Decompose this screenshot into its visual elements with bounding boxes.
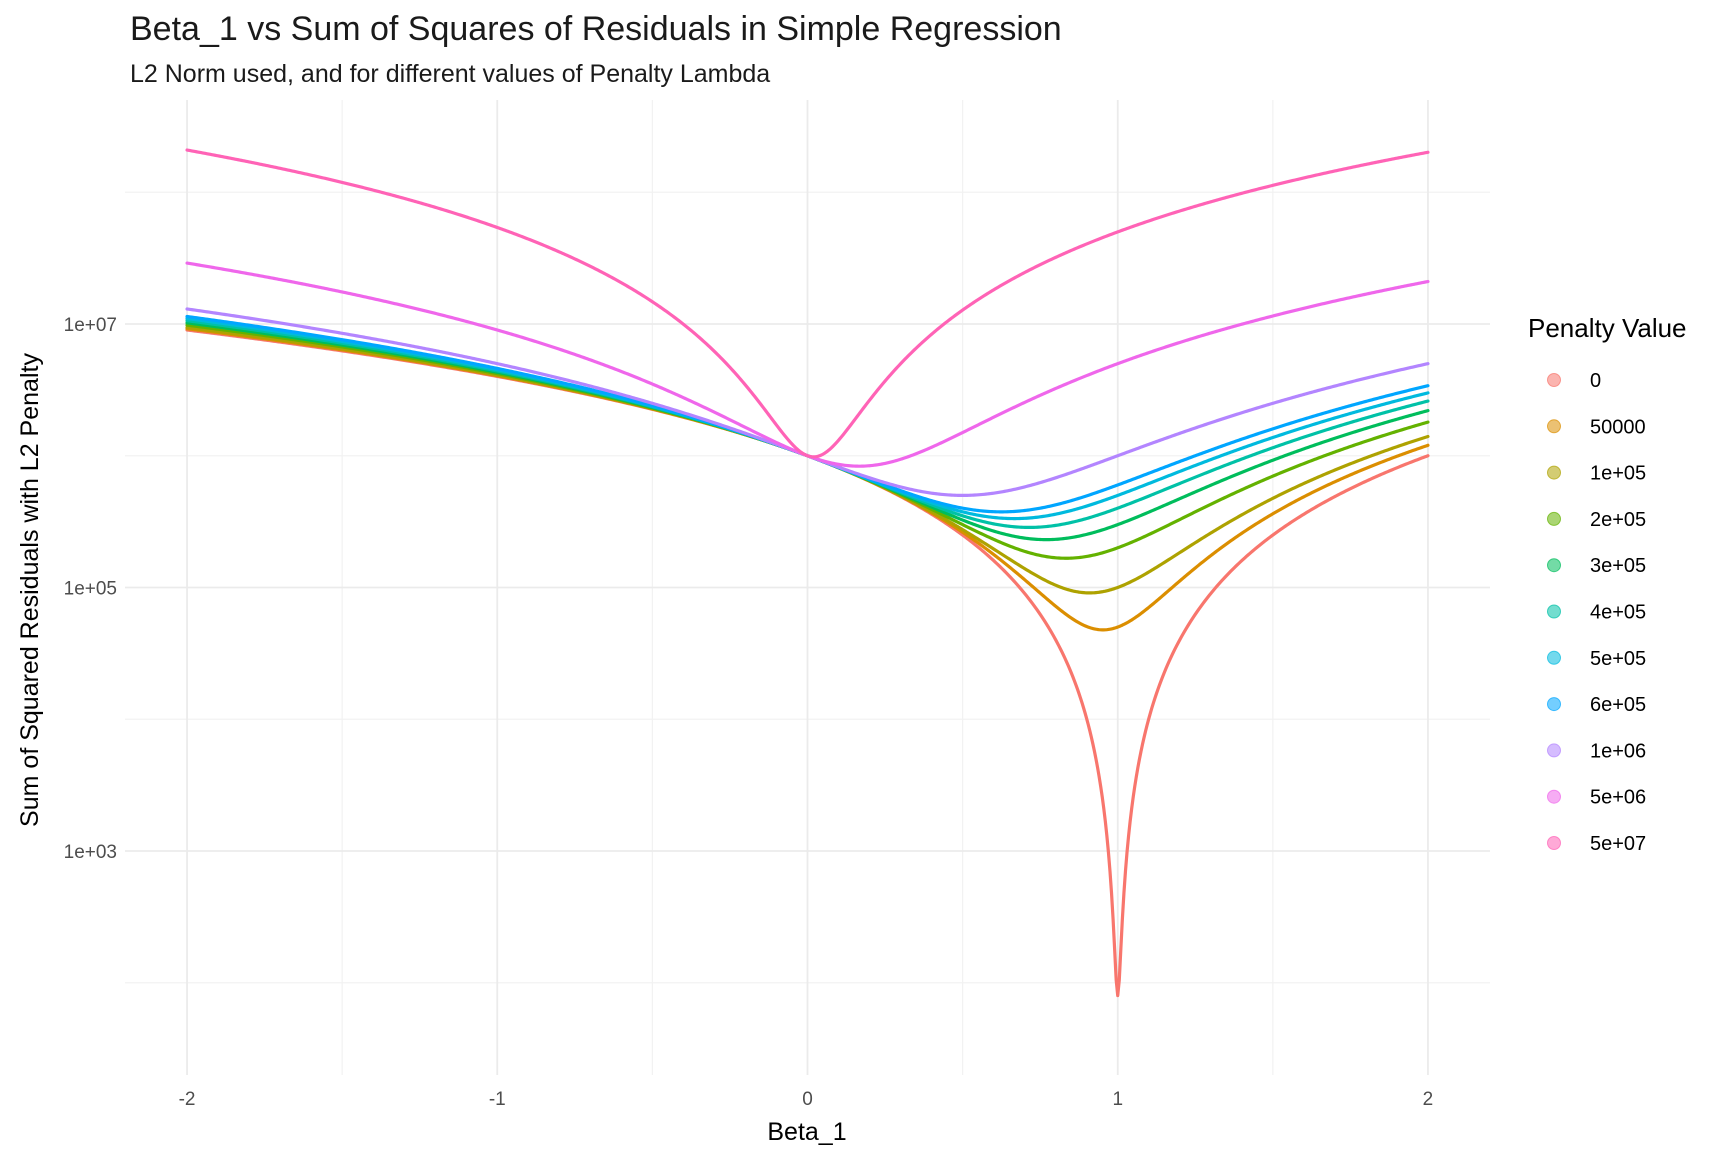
legend-title: Penalty Value (1528, 313, 1687, 343)
x-tick-label: -1 (489, 1089, 506, 1110)
legend-label: 1e+05 (1590, 463, 1646, 485)
legend-key-0 (1547, 373, 1561, 387)
legend-key-1e+06 (1547, 743, 1561, 758)
legend-label: 5e+05 (1590, 648, 1646, 670)
x-axis-label: Beta_1 (767, 1118, 846, 1146)
legend-key-2e+05 (1547, 511, 1561, 526)
x-tick-label: -2 (179, 1089, 196, 1110)
y-tick-label: 1e+03 (64, 842, 117, 863)
legend-label: 3e+05 (1590, 555, 1646, 577)
grid-major (125, 100, 1490, 1075)
y-tick-label: 1e+05 (64, 579, 117, 600)
y-axis-label: Sum of Squared Residuals with L2 Penalty (16, 353, 44, 827)
legend-label: 2e+05 (1590, 509, 1646, 531)
legend: Penalty Value 0 50000 1e+05 2e+05 3e+05 4e+05… (1528, 313, 1687, 855)
legend-key-4e+05 (1547, 604, 1561, 619)
legend-label: 6e+05 (1590, 694, 1646, 716)
x-tick-label: 1 (1112, 1089, 1123, 1110)
x-tick-labels: -2 -1 0 1 2 (179, 1089, 1434, 1110)
legend-key-6e+05 (1547, 697, 1561, 712)
legend-label: 0 (1590, 370, 1601, 392)
legend-key-5e+06 (1547, 789, 1561, 804)
legend-key-1e+05 (1547, 465, 1561, 480)
series-lines (185, 148, 1430, 998)
legend-label: 50000 (1590, 416, 1646, 438)
legend-label: 1e+06 (1590, 740, 1646, 762)
legend-label: 5e+06 (1590, 787, 1646, 809)
y-tick-labels: 1e+03 1e+05 1e+07 (64, 315, 117, 863)
series-line-5e+07 (185, 148, 1430, 459)
legend-label: 4e+05 (1590, 602, 1646, 624)
legend-key-50000 (1547, 419, 1561, 434)
x-tick-label: 2 (1423, 1089, 1434, 1110)
legend-key-5e+05 (1547, 650, 1561, 665)
chart-title: Beta_1 vs Sum of Squares of Residuals in… (130, 10, 1062, 48)
legend-label: 5e+07 (1590, 833, 1646, 855)
legend-key-3e+05 (1547, 558, 1561, 573)
chart-subtitle: L2 Norm used, and for different values o… (130, 60, 771, 88)
legend-key-5e+07 (1547, 836, 1561, 850)
x-tick-label: 0 (802, 1089, 813, 1110)
y-tick-label: 1e+07 (64, 315, 117, 336)
